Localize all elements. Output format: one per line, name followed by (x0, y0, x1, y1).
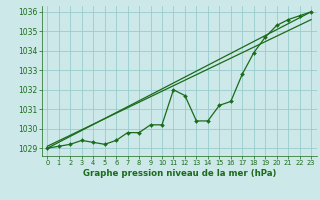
X-axis label: Graphe pression niveau de la mer (hPa): Graphe pression niveau de la mer (hPa) (83, 169, 276, 178)
